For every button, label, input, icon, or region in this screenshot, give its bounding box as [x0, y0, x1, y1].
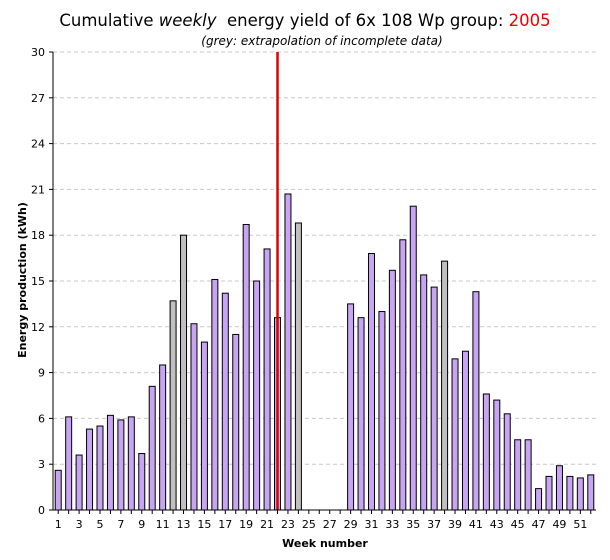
y-axis-label: Energy production (kWh) — [16, 202, 29, 358]
x-tick-label: 17 — [218, 518, 232, 531]
bar-week-12 — [169, 300, 177, 511]
bar-week-34 — [399, 239, 407, 511]
x-tick-label: 21 — [260, 518, 274, 531]
bar-week-2 — [65, 416, 73, 511]
bar-week-19 — [242, 224, 250, 511]
x-tick-label: 43 — [490, 518, 504, 531]
bar-week-17 — [221, 292, 229, 511]
bar-week-4 — [86, 428, 94, 511]
x-tick-label: 19 — [239, 518, 253, 531]
x-tick-label: 51 — [573, 518, 587, 531]
bar-week-23 — [284, 193, 292, 511]
bar-week-44 — [503, 413, 511, 511]
x-tick-label: 31 — [364, 518, 378, 531]
x-tick-label: 23 — [281, 518, 295, 531]
x-tick-label: 27 — [323, 518, 337, 531]
y-tick-label: 9 — [38, 367, 45, 380]
bar-week-24 — [294, 222, 302, 511]
bar-week-35 — [409, 205, 417, 511]
bar-week-21 — [263, 248, 271, 511]
x-tick-label: 1 — [55, 518, 62, 531]
x-tick-label: 49 — [552, 518, 566, 531]
bar-week-13 — [180, 234, 188, 511]
y-tick-label: 0 — [38, 504, 45, 517]
x-tick-label: 37 — [427, 518, 441, 531]
bar-week-46 — [524, 439, 532, 511]
bars — [54, 193, 595, 511]
bar-week-11 — [159, 364, 167, 511]
bar-week-48 — [545, 475, 553, 511]
x-tick-label: 47 — [532, 518, 546, 531]
y-tick-label: 24 — [31, 138, 45, 151]
bar-week-20 — [253, 280, 261, 511]
bar-week-38 — [441, 260, 449, 511]
bar-week-1 — [54, 469, 62, 511]
y-tick-label: 21 — [31, 183, 45, 196]
y-tick-label: 12 — [31, 321, 45, 334]
y-tick-label: 15 — [31, 275, 45, 288]
bar-week-36 — [420, 274, 428, 511]
axes — [52, 52, 596, 511]
x-tick-label: 33 — [385, 518, 399, 531]
bar-week-9 — [138, 453, 146, 511]
bar-week-14 — [190, 323, 198, 511]
bar-week-40 — [461, 350, 469, 511]
bar-week-43 — [493, 399, 501, 511]
bar-week-37 — [430, 286, 438, 511]
x-tick-label: 41 — [469, 518, 483, 531]
bar-week-51 — [576, 477, 584, 511]
bar-week-29 — [347, 303, 355, 511]
bar-week-8 — [127, 416, 135, 511]
x-tick-label: 11 — [156, 518, 170, 531]
x-tick-label: 25 — [302, 518, 316, 531]
y-tick-label: 3 — [38, 458, 45, 471]
bar-week-52 — [587, 474, 595, 511]
bar-week-42 — [482, 393, 490, 511]
x-tick-label: 7 — [117, 518, 124, 531]
bar-week-33 — [388, 269, 396, 511]
bar-week-49 — [555, 465, 563, 511]
x-tick-label: 13 — [177, 518, 191, 531]
y-tick-label: 18 — [31, 229, 45, 242]
chart-subtitle: (grey: extrapolation of incomplete data) — [201, 34, 442, 48]
bar-week-16 — [211, 278, 219, 511]
bar-week-45 — [514, 439, 522, 511]
x-tick-label: 9 — [138, 518, 145, 531]
x-tick-label: 45 — [511, 518, 525, 531]
bar-week-50 — [566, 475, 574, 511]
chart-title: Cumulative weekly energy yield of 6x 108… — [59, 11, 550, 30]
x-tick-label: 29 — [344, 518, 358, 531]
bar-week-41 — [472, 291, 480, 511]
bar-week-31 — [367, 253, 375, 511]
bar-week-5 — [96, 425, 104, 511]
bar-week-18 — [232, 333, 240, 511]
bar-week-30 — [357, 317, 365, 511]
x-axis-label: Week number — [282, 537, 368, 550]
y-tick-label: 30 — [31, 46, 45, 59]
x-tick-label: 35 — [406, 518, 420, 531]
y-tick-label: 27 — [31, 92, 45, 105]
x-tick-label: 15 — [197, 518, 211, 531]
bar-week-32 — [378, 311, 386, 511]
x-axis-ticks: 1 3 5 7 9 11 13 15 17 19 21 23 25 27 29 31 33 35 37 39 41 43 4… — [55, 510, 592, 531]
y-tick-label: 6 — [38, 412, 45, 425]
x-tick-label: 3 — [76, 518, 83, 531]
x-tick-label: 5 — [96, 518, 103, 531]
bar-week-39 — [451, 358, 459, 511]
bar-week-7 — [117, 419, 125, 511]
axis-lines — [52, 52, 596, 511]
chart-title-year: 2005 — [509, 11, 551, 30]
bar-week-47 — [535, 488, 543, 511]
gridlines — [53, 51, 596, 465]
x-tick-label: 39 — [448, 518, 462, 531]
bar-week-6 — [106, 414, 114, 511]
bar-week-15 — [200, 341, 208, 511]
y-axis-ticks: 0 3 6 9 12 15 18 21 24 27 30 — [31, 46, 53, 517]
bar-week-3 — [75, 454, 83, 511]
bar-week-10 — [148, 385, 156, 511]
